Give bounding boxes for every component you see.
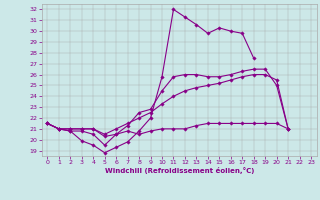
X-axis label: Windchill (Refroidissement éolien,°C): Windchill (Refroidissement éolien,°C) — [105, 167, 254, 174]
